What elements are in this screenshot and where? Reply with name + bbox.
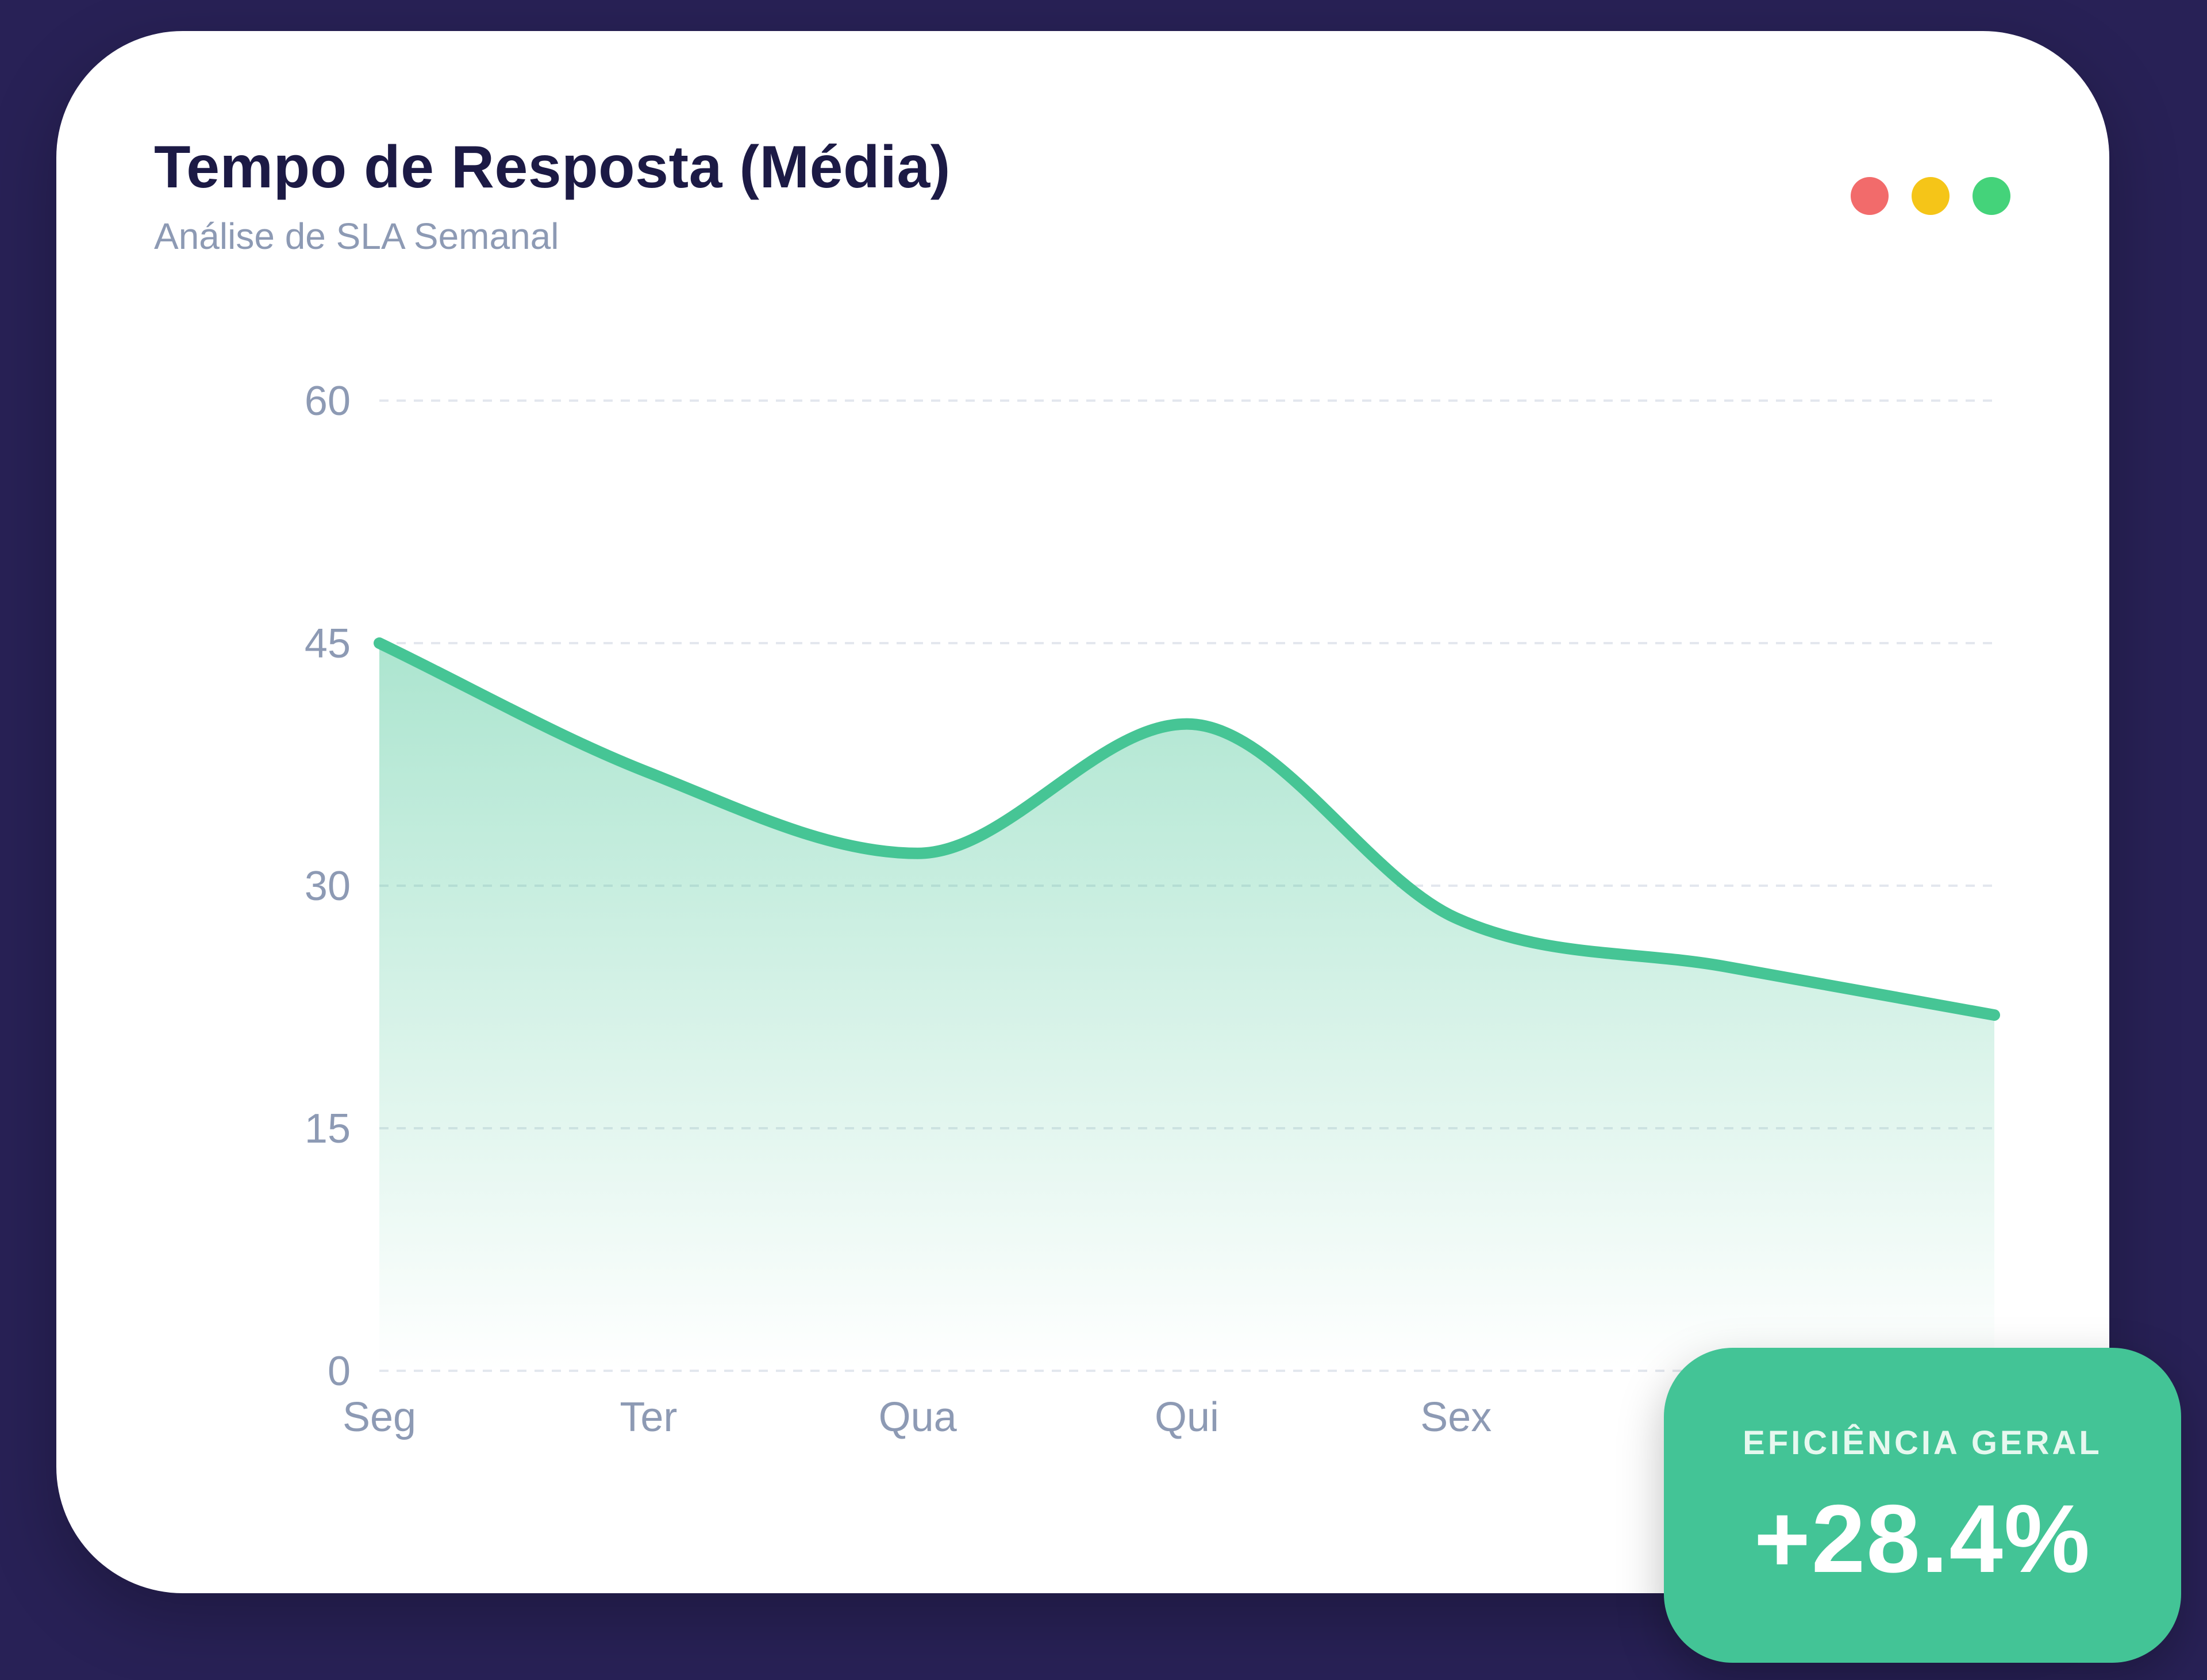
series-area (379, 643, 1994, 1371)
x-tick-label: Ter (620, 1394, 677, 1440)
chart-title: Tempo de Resposta (Média) (154, 134, 951, 201)
y-tick-label: 0 (328, 1348, 351, 1394)
y-axis-ticks: 0 15 30 45 60 (305, 378, 351, 1394)
x-tick-label: Sex (1420, 1394, 1491, 1440)
efficiency-value: +28.4% (1754, 1485, 2091, 1593)
series-line (374, 637, 2000, 1021)
x-tick-label: Seg (343, 1394, 416, 1440)
minimize-dot[interactable] (1912, 177, 1950, 215)
series-layer (374, 637, 2000, 1371)
efficiency-label: EFICIÊNCIA GERAL (1743, 1424, 2102, 1462)
y-tick-label: 15 (305, 1106, 351, 1152)
x-axis-ticks: Seg Ter Qua Qui Sex (343, 1394, 1491, 1440)
x-tick-label: Qui (1155, 1394, 1219, 1440)
x-tick-label: Qua (879, 1394, 958, 1440)
window-controls (1851, 177, 2010, 215)
chart-subtitle: Análise de SLA Semanal (154, 216, 559, 257)
maximize-dot[interactable] (1973, 177, 2010, 215)
y-tick-label: 30 (305, 863, 351, 909)
y-tick-label: 60 (305, 378, 351, 424)
close-dot[interactable] (1851, 177, 1889, 215)
efficiency-badge: EFICIÊNCIA GERAL +28.4% (1664, 1348, 2181, 1663)
y-tick-label: 45 (305, 621, 351, 667)
